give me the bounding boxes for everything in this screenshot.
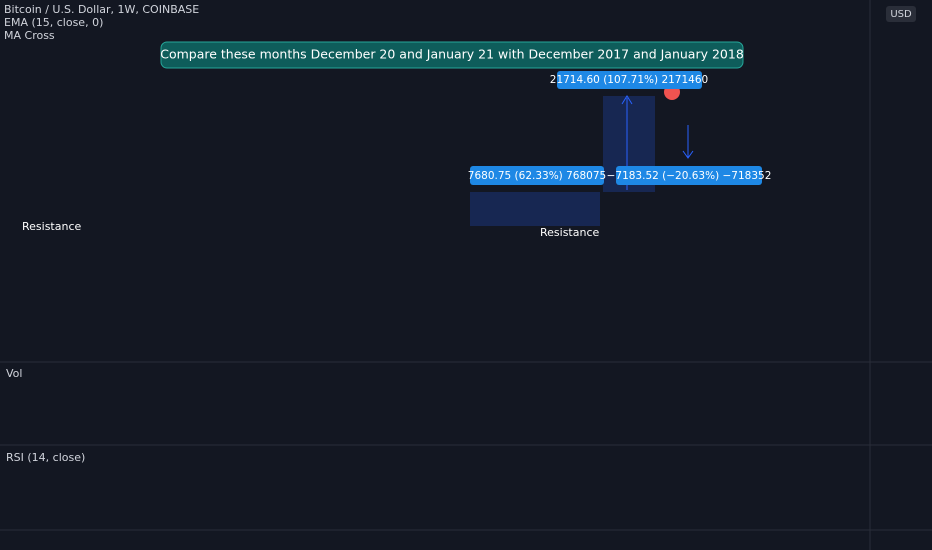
measure-label-box: [616, 166, 762, 185]
measure-label-box: [470, 166, 604, 185]
volume-title: Vol: [6, 367, 22, 380]
indicator-legend: MA Cross: [4, 29, 55, 42]
annotation-box: [160, 41, 744, 69]
currency-label: USD: [890, 9, 912, 20]
measure-box: [470, 192, 600, 226]
note: Resistance: [540, 226, 600, 239]
note: Resistance: [22, 220, 82, 233]
symbol-title: Bitcoin / U.S. Dollar, 1W, COINBASE: [4, 3, 199, 16]
measure-label-box: [557, 71, 702, 89]
currency-button[interactable]: [886, 6, 916, 22]
annotation-text: Compare these months December 20 and Jan…: [160, 47, 744, 62]
measure-arrow: [682, 150, 694, 159]
indicator-legend: EMA (15, close, 0): [4, 16, 103, 29]
measure-label: 21714.60 (107.71%) 2171460: [550, 74, 708, 86]
measure-label: −7183.52 (−20.63%) −718352: [607, 170, 772, 182]
measure-label: 7680.75 (62.33%) 768075: [468, 170, 606, 182]
rsi-title: RSI (14, close): [6, 451, 85, 464]
measure-arrow: [621, 95, 633, 105]
